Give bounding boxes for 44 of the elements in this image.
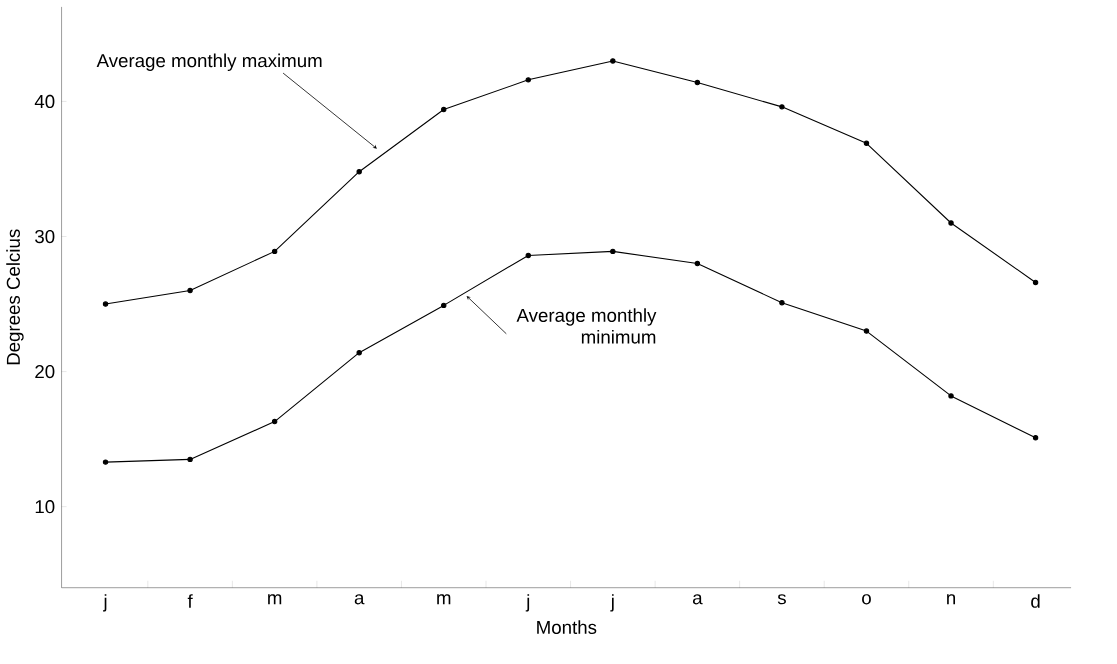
x-tick-label: a xyxy=(354,594,365,605)
point xyxy=(271,418,278,425)
x-tick-label: j xyxy=(610,594,614,612)
point xyxy=(694,260,701,267)
x-tick-label: d xyxy=(1031,594,1040,608)
point xyxy=(610,58,616,64)
point xyxy=(779,300,785,306)
point xyxy=(102,459,109,465)
point xyxy=(525,77,531,83)
x-axis-title: Months xyxy=(537,620,597,635)
y-tick-label: 40 xyxy=(34,94,55,109)
annotation: Average monthly maximum xyxy=(96,53,322,72)
point xyxy=(863,328,870,334)
point xyxy=(356,350,362,356)
point xyxy=(187,287,193,294)
point xyxy=(948,393,954,399)
x-tick-label: a xyxy=(692,594,703,605)
point xyxy=(694,79,701,86)
annotation: Average monthly minimum xyxy=(516,308,657,344)
y-tick-label: 20 xyxy=(35,365,55,379)
x-tick-label: j xyxy=(525,594,530,612)
x-tick-label: f xyxy=(187,594,193,608)
point xyxy=(102,301,109,307)
point xyxy=(1032,435,1039,441)
x-tick-label: m xyxy=(268,594,282,605)
x-tick-label: s xyxy=(777,594,786,605)
x-tick-label: j xyxy=(103,594,107,612)
point xyxy=(779,104,785,110)
y-axis-title: Degrees Celcius xyxy=(6,229,24,365)
point xyxy=(356,169,362,175)
point xyxy=(441,106,447,113)
point xyxy=(187,456,193,463)
y-tick-label: 30 xyxy=(35,230,55,244)
point xyxy=(441,302,447,309)
point xyxy=(948,220,954,226)
x-tick-label: o xyxy=(862,594,871,605)
y-tick-label: 10 xyxy=(35,500,55,514)
point xyxy=(610,248,616,255)
x-tick-label: n xyxy=(947,594,956,605)
x-tick-label: m xyxy=(437,594,451,605)
point xyxy=(1032,279,1039,286)
point xyxy=(525,252,531,259)
point xyxy=(271,248,278,255)
point xyxy=(863,140,870,147)
